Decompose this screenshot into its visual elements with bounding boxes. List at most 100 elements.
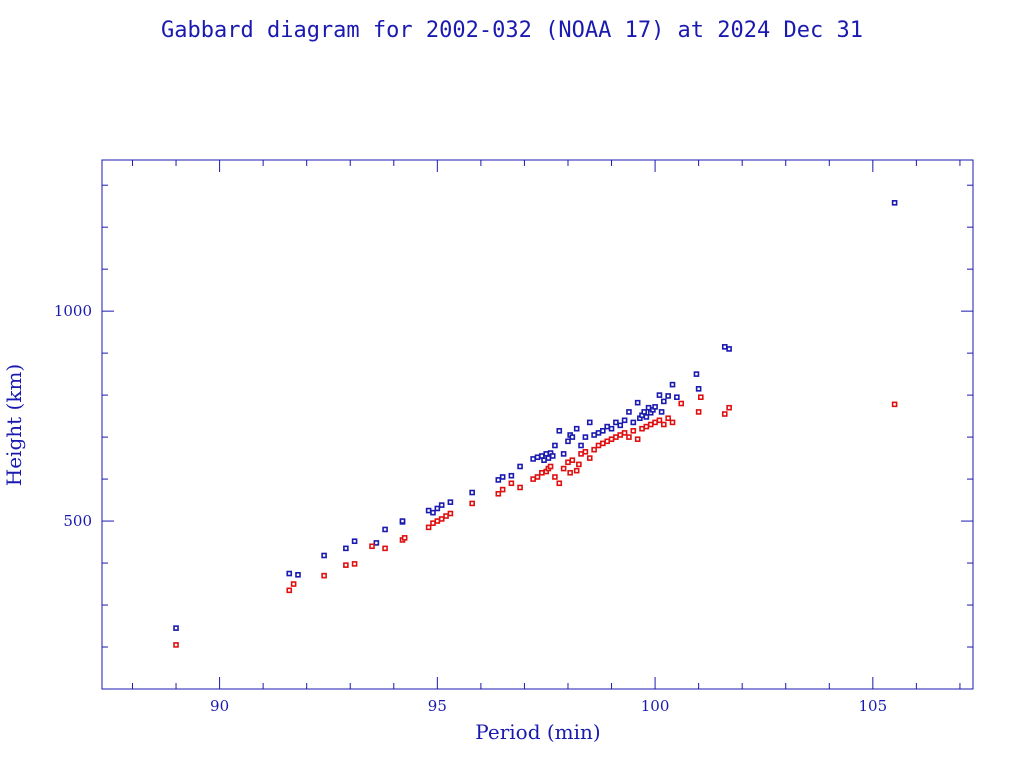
data-point (591, 446, 597, 453)
data-point (552, 474, 558, 480)
data-point (643, 423, 650, 430)
data-point (693, 371, 700, 377)
data-point (647, 421, 654, 428)
data-point (351, 561, 358, 567)
data-point (425, 524, 432, 531)
axis-ticks (102, 160, 973, 690)
data-point (630, 427, 637, 434)
data-point (434, 518, 441, 524)
data-point (290, 581, 297, 587)
data-point (645, 404, 652, 411)
x-tick-label: 105 (859, 697, 888, 715)
data-point (552, 442, 558, 449)
data-point (399, 518, 406, 524)
chart-title: Gabbard diagram for 2002-032 (NOAA 17) a… (161, 18, 863, 43)
data-point (578, 451, 584, 457)
data-point (173, 625, 179, 631)
data-point (695, 386, 702, 392)
data-point (604, 423, 610, 430)
data-point (621, 430, 628, 436)
data-point (660, 421, 667, 428)
data-point (891, 401, 898, 408)
data-point (508, 480, 515, 487)
data-point (582, 434, 589, 440)
data-point (530, 476, 536, 482)
data-point (626, 409, 632, 415)
data-point (517, 484, 523, 491)
data-point (608, 436, 615, 442)
data-point (447, 510, 454, 517)
data-point (434, 505, 441, 512)
data-point (726, 346, 732, 352)
y-tick-label: 500 (63, 512, 92, 530)
plot-frame (101, 159, 974, 690)
data-point (373, 540, 380, 546)
data-point (438, 502, 445, 508)
data-point (560, 465, 567, 472)
data-point (539, 469, 545, 476)
x-tick-label: 100 (641, 697, 670, 715)
data-point (321, 572, 327, 579)
x-tick-label: 90 (210, 697, 229, 715)
data-point (541, 457, 547, 463)
data-point (600, 440, 606, 447)
data-point (665, 415, 671, 422)
data-point (595, 430, 602, 436)
data-point (660, 398, 667, 405)
data-point (565, 438, 571, 445)
data-point (652, 404, 658, 410)
data-point (534, 454, 541, 461)
data-point (556, 480, 563, 487)
data-point (569, 457, 576, 463)
data-point (430, 520, 436, 526)
data-point (591, 432, 597, 438)
data-point (286, 587, 293, 594)
data-point (547, 463, 554, 470)
data-point (639, 425, 645, 432)
data-point (582, 448, 589, 455)
data-point (499, 474, 506, 480)
data-point (656, 417, 663, 424)
data-point (652, 419, 658, 426)
data-point (369, 543, 375, 550)
data-point (508, 472, 515, 479)
perigee-series (173, 394, 898, 648)
data-point (425, 507, 432, 514)
data-point (438, 516, 445, 522)
y-tick-label: 1000 (54, 302, 92, 320)
data-point (343, 545, 349, 552)
data-point (576, 461, 582, 468)
data-point (469, 489, 475, 496)
y-axis-label: Height (km) (2, 364, 26, 486)
data-point (499, 486, 506, 493)
data-point (495, 477, 502, 483)
data-point (530, 456, 536, 462)
data-point (721, 411, 728, 417)
data-point (613, 419, 619, 426)
data-points (173, 200, 898, 648)
x-axis-label: Period (min) (475, 720, 600, 744)
data-point (447, 499, 454, 505)
data-point (630, 419, 637, 426)
data-point (604, 438, 610, 445)
data-point (600, 427, 606, 434)
data-point (634, 436, 641, 442)
data-point (669, 381, 676, 388)
data-point (556, 427, 563, 434)
data-point (698, 394, 704, 401)
x-tick-label: 95 (428, 697, 447, 715)
data-point (595, 442, 602, 449)
tick-labels: 90 95 100 105 500 1000 (54, 302, 887, 715)
data-point (641, 409, 647, 415)
data-point (401, 535, 408, 541)
data-point (586, 455, 593, 461)
data-point (286, 570, 293, 577)
data-point (565, 459, 571, 466)
data-point (656, 392, 663, 398)
data-point (669, 419, 676, 426)
data-point (517, 463, 523, 470)
data-point (626, 434, 632, 440)
data-point (443, 513, 449, 519)
data-point (430, 509, 436, 516)
data-point (545, 455, 552, 461)
